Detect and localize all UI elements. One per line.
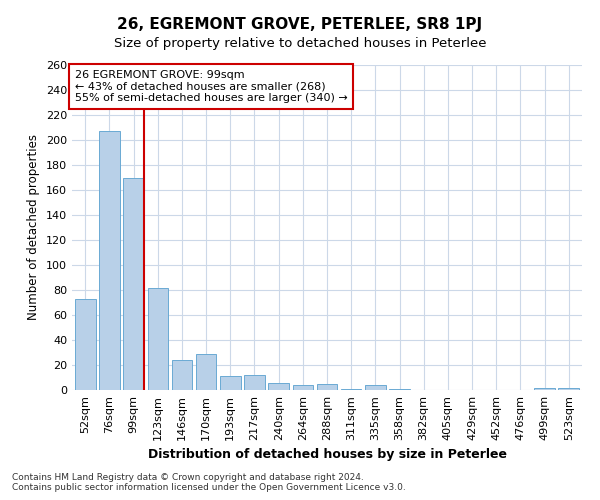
Bar — [244, 375, 265, 390]
Bar — [124, 178, 144, 390]
Bar — [559, 388, 579, 390]
Bar — [196, 354, 217, 390]
Bar — [220, 376, 241, 390]
Text: 26, EGREMONT GROVE, PETERLEE, SR8 1PJ: 26, EGREMONT GROVE, PETERLEE, SR8 1PJ — [118, 18, 482, 32]
Text: Contains public sector information licensed under the Open Government Licence v3: Contains public sector information licen… — [12, 482, 406, 492]
Y-axis label: Number of detached properties: Number of detached properties — [28, 134, 40, 320]
Bar — [75, 298, 95, 390]
Bar — [389, 389, 410, 390]
Bar — [317, 384, 337, 390]
Bar — [172, 360, 192, 390]
Bar — [365, 385, 386, 390]
Bar — [341, 389, 361, 390]
Bar — [268, 382, 289, 390]
Text: Size of property relative to detached houses in Peterlee: Size of property relative to detached ho… — [114, 38, 486, 51]
X-axis label: Distribution of detached houses by size in Peterlee: Distribution of detached houses by size … — [148, 448, 506, 462]
Text: Contains HM Land Registry data © Crown copyright and database right 2024.: Contains HM Land Registry data © Crown c… — [12, 472, 364, 482]
Bar — [99, 131, 120, 390]
Bar — [293, 385, 313, 390]
Bar — [534, 388, 555, 390]
Bar — [148, 288, 168, 390]
Text: 26 EGREMONT GROVE: 99sqm
← 43% of detached houses are smaller (268)
55% of semi-: 26 EGREMONT GROVE: 99sqm ← 43% of detach… — [74, 70, 347, 103]
